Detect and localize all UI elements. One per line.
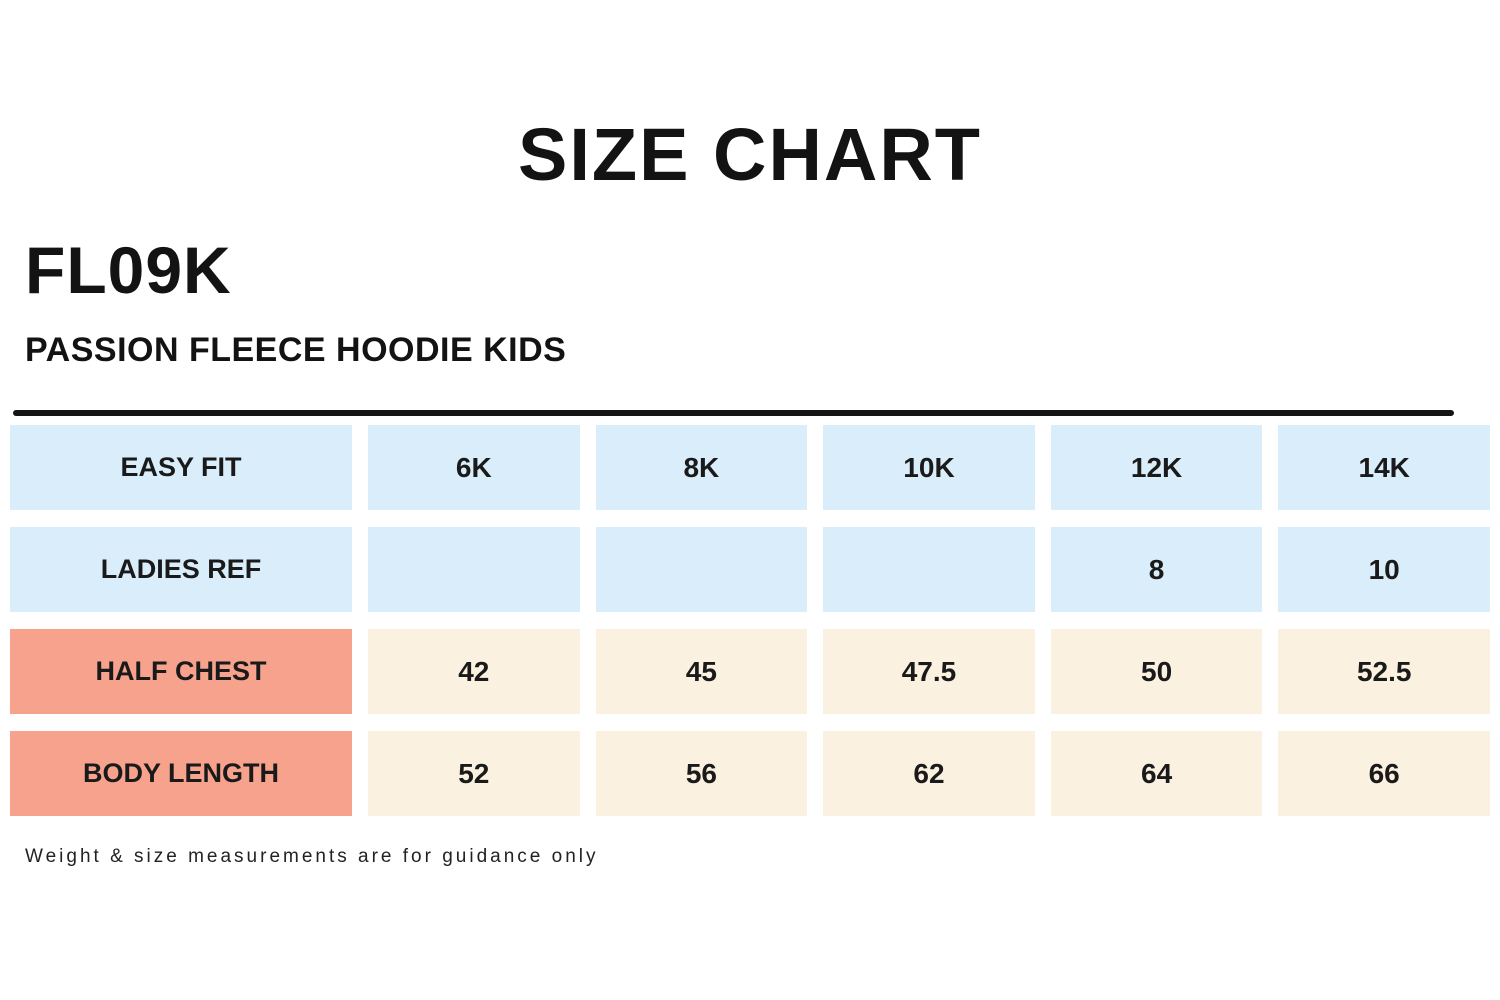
divider-line (13, 410, 1454, 416)
table-cell-body-length-6k: 52 (368, 731, 580, 816)
size-table: EASY FIT 6K 8K 10K 12K 14K LADIES REF 8 … (10, 425, 1490, 816)
disclaimer-text: Weight & size measurements are for guida… (25, 846, 599, 867)
table-cell-ladies-ref-12k: 8 (1050, 527, 1263, 612)
table-row-header-easy-fit: EASY FIT (10, 425, 352, 510)
table-cell-body-length-14k: 66 (1278, 731, 1490, 816)
table-cell-ladies-ref-14k: 10 (1278, 527, 1490, 612)
table-cell-size-10k: 10K (823, 425, 1035, 510)
table-cell-size-8k: 8K (595, 425, 808, 510)
table-row-header-ladies-ref: LADIES REF (10, 527, 352, 612)
table-cell-body-length-8k: 56 (595, 731, 808, 816)
table-cell-ladies-ref-8k (595, 527, 808, 612)
table-cell-body-length-10k: 62 (823, 731, 1035, 816)
table-row-header-half-chest: HALF CHEST (10, 629, 352, 714)
table-row-header-body-length: BODY LENGTH (10, 731, 352, 816)
table-cell-size-6k: 6K (368, 425, 580, 510)
table-cell-half-chest-8k: 45 (595, 629, 808, 714)
table-cell-body-length-12k: 64 (1050, 731, 1263, 816)
table-cell-size-14k: 14K (1278, 425, 1490, 510)
product-name: PASSION FLEECE HOODIE KIDS (25, 331, 567, 369)
table-cell-half-chest-14k: 52.5 (1278, 629, 1490, 714)
table-cell-half-chest-12k: 50 (1050, 629, 1263, 714)
table-cell-size-12k: 12K (1050, 425, 1263, 510)
table-cell-half-chest-10k: 47.5 (823, 629, 1035, 714)
table-cell-half-chest-6k: 42 (368, 629, 580, 714)
page-title: SIZE CHART (518, 113, 982, 196)
table-cell-ladies-ref-6k (368, 527, 580, 612)
table-cell-ladies-ref-10k (823, 527, 1035, 612)
product-code: FL09K (25, 233, 232, 307)
